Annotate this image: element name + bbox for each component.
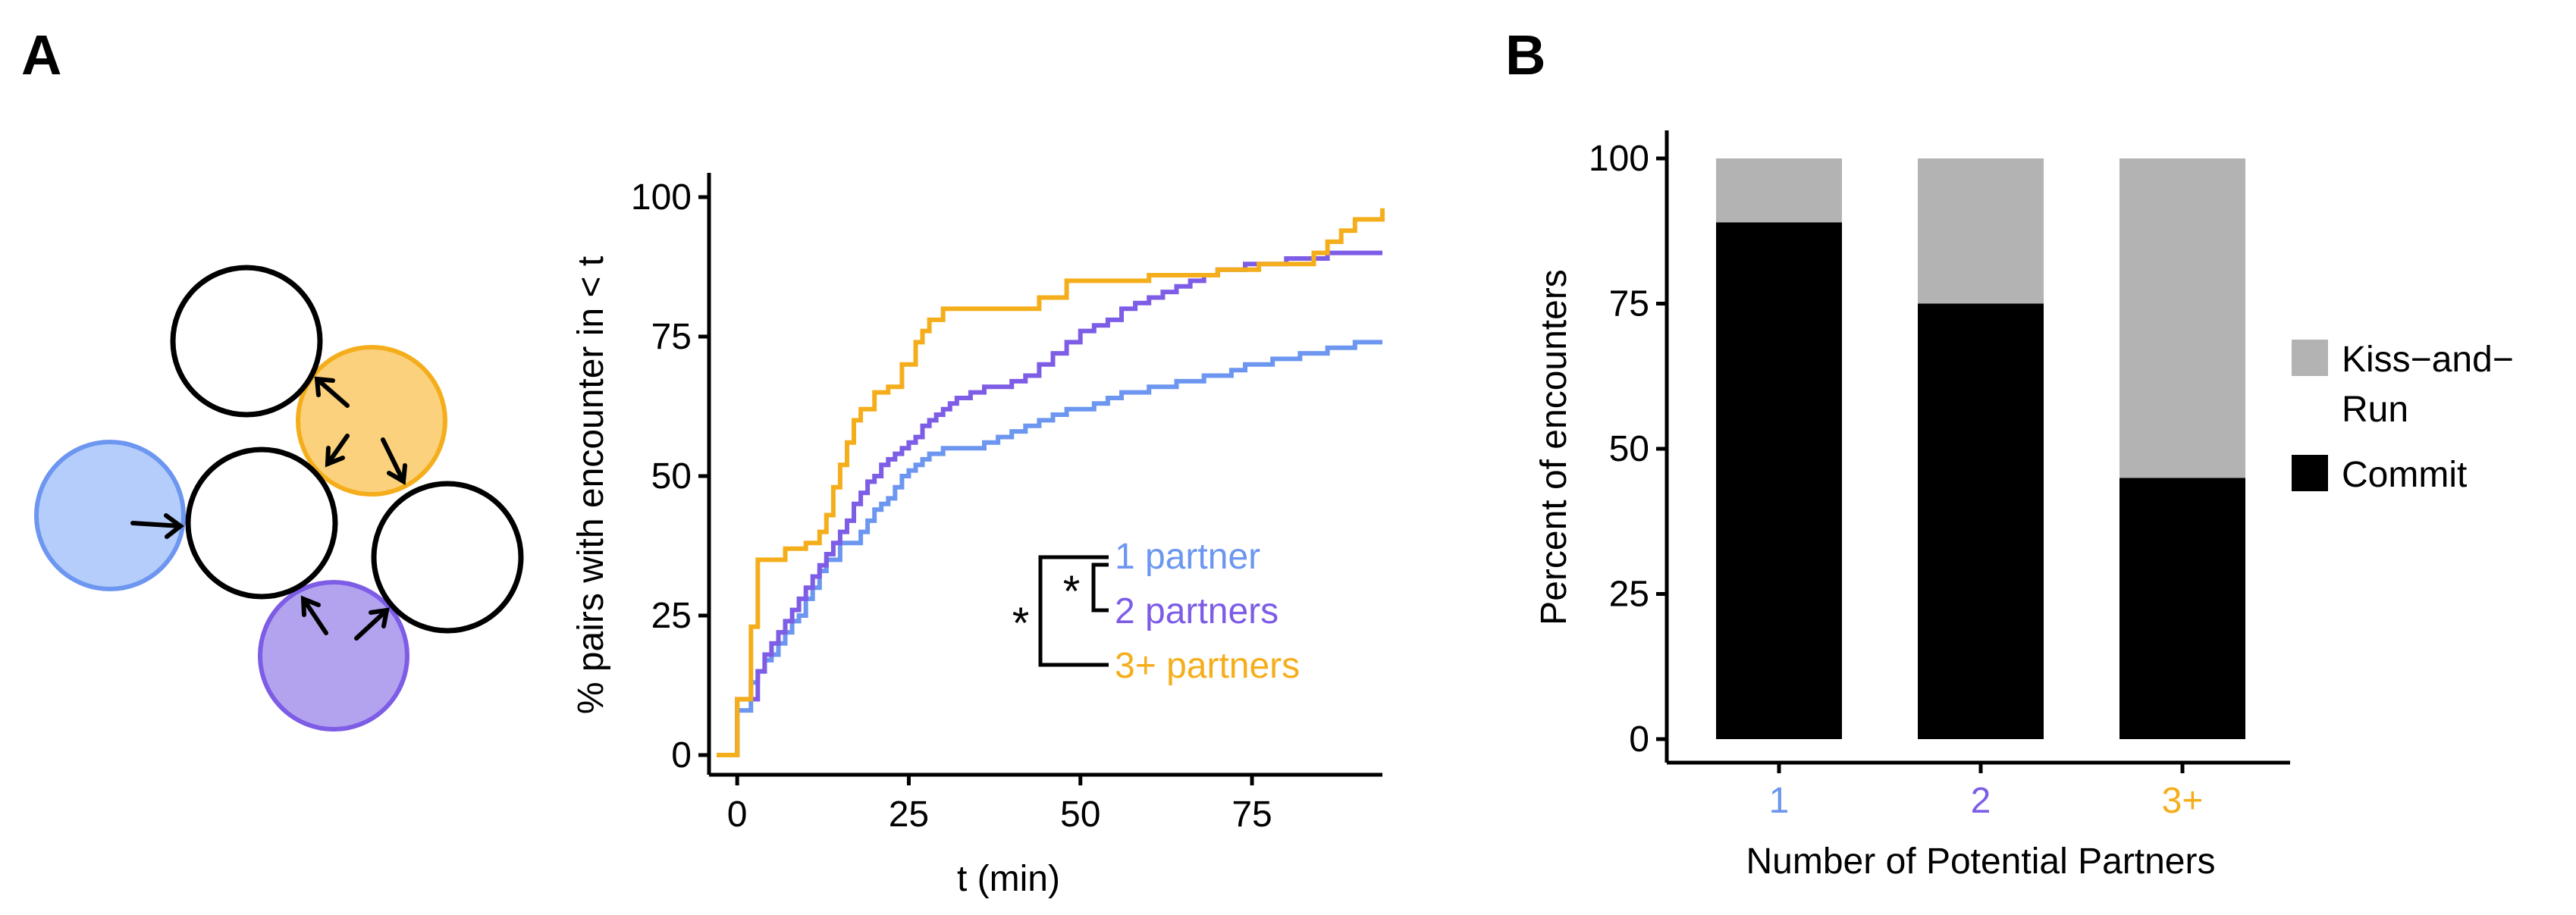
bc-y-tick-label: 50 bbox=[1609, 429, 1649, 469]
cell-schematic bbox=[34, 265, 524, 732]
bar-kiss-and-run-1 bbox=[1716, 158, 1842, 223]
significance-bracket-inner bbox=[1091, 562, 1109, 613]
cell-one-partner-blue bbox=[34, 440, 186, 591]
cell-three-partner-orange bbox=[296, 345, 447, 497]
lc-y-tick-label: 25 bbox=[651, 596, 692, 636]
bc-x-tick-label: 3+ bbox=[2162, 781, 2204, 821]
arrow-orange-to-top bbox=[314, 376, 350, 408]
significance-star-inner: * bbox=[1063, 567, 1081, 616]
cell-two-partner-purple bbox=[258, 580, 409, 732]
legend-label-commit: Commit bbox=[2342, 455, 2467, 495]
legend-label-1-partner: 1 partner bbox=[1115, 537, 1260, 577]
bar-commit-2 bbox=[1918, 303, 2044, 739]
legend-swatch-kiss-and-run bbox=[2292, 340, 2328, 376]
lc-legend: 1 partner 2 partners 3+ partners * * bbox=[1012, 537, 1300, 686]
series-line-1 bbox=[717, 340, 1382, 757]
bc-y-axis-label: Percent of encounters bbox=[1534, 269, 1574, 625]
lc-x-axis-label: t (min) bbox=[957, 859, 1060, 899]
arrow-purple-to-right bbox=[354, 607, 390, 641]
cell-empty-center bbox=[185, 447, 338, 600]
bc-legend: Kiss−and− Run Commit bbox=[2292, 340, 2514, 495]
lc-y-axis-label: % pairs with encounter in < t bbox=[571, 256, 611, 714]
lc-x-tick-label: 75 bbox=[1232, 794, 1272, 835]
legend-label-kiss-and-run-line2: Run bbox=[2342, 390, 2408, 430]
bc-x-tick-label: 2 bbox=[1971, 781, 1991, 821]
series-line-2 bbox=[717, 250, 1382, 757]
lc-y-tick-label: 50 bbox=[651, 456, 692, 497]
bc-y-tick-label: 25 bbox=[1609, 575, 1649, 615]
cell-empty-top bbox=[170, 265, 323, 418]
legend-label-2-partners: 2 partners bbox=[1115, 591, 1279, 631]
bar-commit-1 bbox=[1716, 222, 1842, 739]
encounter-type-bar-chart: 0 25 50 75 100 1 2 3+ Number of Potential Partn… bbox=[1534, 130, 2514, 882]
significance-star-outer: * bbox=[1012, 599, 1030, 648]
bc-x-axis-label: Number of Potential Partners bbox=[1746, 841, 2216, 882]
bar-kiss-and-run-2 bbox=[1918, 158, 2044, 304]
lc-y-tick-label: 75 bbox=[651, 317, 692, 357]
significance-bracket-outer bbox=[1038, 555, 1109, 667]
arrow-purple-to-center bbox=[300, 595, 328, 635]
series-line-3 bbox=[717, 208, 1385, 757]
bc-y-tick-label: 100 bbox=[1589, 139, 1649, 179]
arrow-orange-to-right bbox=[381, 437, 407, 485]
cell-empty-right bbox=[371, 481, 524, 634]
legend-swatch-commit bbox=[2292, 455, 2328, 491]
lc-x-tick-label: 0 bbox=[727, 794, 748, 835]
arrow-orange-to-center bbox=[325, 434, 350, 468]
lc-x-tick-label: 50 bbox=[1060, 794, 1100, 835]
bc-x-tick-label: 1 bbox=[1769, 781, 1790, 821]
legend-label-kiss-and-run-line1: Kiss−and− bbox=[2342, 340, 2514, 380]
lc-y-tick-label: 100 bbox=[631, 177, 692, 218]
arrow-blue-to-center bbox=[130, 513, 184, 539]
bar-commit-3 bbox=[2119, 478, 2245, 739]
legend-label-3-partners: 3+ partners bbox=[1115, 646, 1300, 686]
encounter-cumulative-chart: 0 25 50 75 0 25 50 75 100 t (min) % pairs with e… bbox=[571, 173, 1385, 899]
lc-y-tick-label: 0 bbox=[671, 735, 692, 776]
lc-x-tick-label: 25 bbox=[889, 794, 929, 835]
bc-y-tick-label: 75 bbox=[1609, 284, 1649, 324]
panel-b-letter: B bbox=[1505, 24, 1545, 86]
bc-y-tick-label: 0 bbox=[1629, 719, 1649, 760]
bar-kiss-and-run-3 bbox=[2119, 158, 2245, 478]
panel-a-letter: A bbox=[21, 24, 61, 86]
